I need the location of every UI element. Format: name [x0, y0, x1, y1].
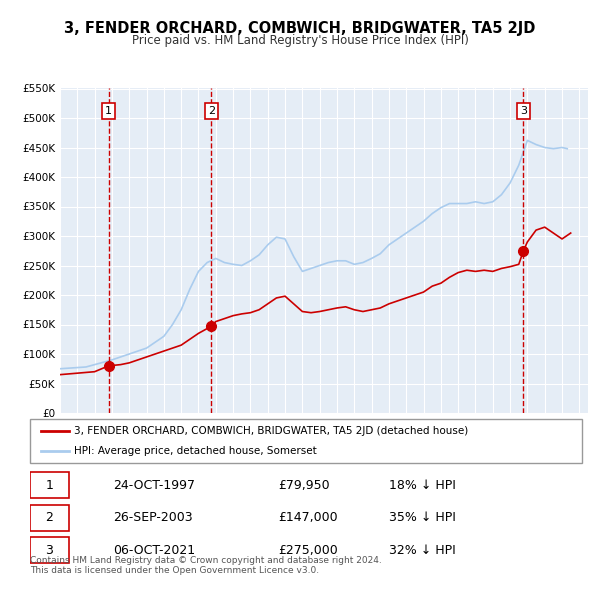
Bar — [523, 88, 588, 413]
Text: £275,000: £275,000 — [278, 543, 338, 557]
Text: 1: 1 — [105, 106, 112, 116]
Text: 26-SEP-2003: 26-SEP-2003 — [113, 511, 193, 525]
Bar — [211, 88, 523, 413]
Text: Price paid vs. HM Land Registry's House Price Index (HPI): Price paid vs. HM Land Registry's House … — [131, 34, 469, 47]
Text: 1: 1 — [46, 478, 53, 492]
Bar — [60, 88, 109, 413]
Text: 2: 2 — [46, 511, 53, 525]
Text: 3: 3 — [46, 543, 53, 557]
Text: 06-OCT-2021: 06-OCT-2021 — [113, 543, 195, 557]
Text: 3, FENDER ORCHARD, COMBWICH, BRIDGWATER, TA5 2JD (detached house): 3, FENDER ORCHARD, COMBWICH, BRIDGWATER,… — [74, 427, 469, 436]
FancyBboxPatch shape — [30, 472, 68, 498]
FancyBboxPatch shape — [30, 537, 68, 563]
Text: HPI: Average price, detached house, Somerset: HPI: Average price, detached house, Some… — [74, 446, 317, 455]
Text: 24-OCT-1997: 24-OCT-1997 — [113, 478, 195, 492]
Text: 2: 2 — [208, 106, 215, 116]
Bar — [109, 88, 211, 413]
FancyBboxPatch shape — [30, 505, 68, 531]
Text: 35% ↓ HPI: 35% ↓ HPI — [389, 511, 455, 525]
Text: 18% ↓ HPI: 18% ↓ HPI — [389, 478, 455, 492]
Text: £79,950: £79,950 — [278, 478, 330, 492]
Text: 32% ↓ HPI: 32% ↓ HPI — [389, 543, 455, 557]
Text: 3: 3 — [520, 106, 527, 116]
FancyBboxPatch shape — [30, 419, 582, 463]
Text: 3, FENDER ORCHARD, COMBWICH, BRIDGWATER, TA5 2JD: 3, FENDER ORCHARD, COMBWICH, BRIDGWATER,… — [64, 21, 536, 35]
Text: Contains HM Land Registry data © Crown copyright and database right 2024.
This d: Contains HM Land Registry data © Crown c… — [30, 556, 382, 575]
Text: £147,000: £147,000 — [278, 511, 338, 525]
